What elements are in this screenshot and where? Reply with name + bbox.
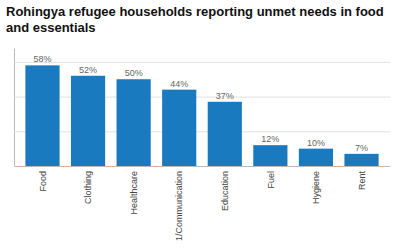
data-label: 10% <box>307 138 325 148</box>
data-labels: 58% 52% 50% 44% 37% 12% 10% 7% <box>33 54 368 152</box>
x-tick: 1/Communication <box>174 171 184 241</box>
x-tick: Rent <box>357 171 367 191</box>
x-tick: Education <box>220 171 230 211</box>
y-axis-line <box>14 49 15 167</box>
grid-line <box>14 62 390 63</box>
x-axis: Food Clothing Healthcare 1/Communication Edu… <box>15 167 391 242</box>
bar <box>344 154 378 166</box>
data-label: 44% <box>170 79 188 89</box>
plot: Food Clothing Healthcare 1/Communication Edu… <box>14 49 391 242</box>
y-tick <box>14 62 390 63</box>
y-axis <box>14 49 390 167</box>
x-tick-label: Clothing <box>83 171 93 204</box>
data-label: 50% <box>125 68 143 78</box>
bars <box>25 65 378 166</box>
data-label: 58% <box>33 54 51 64</box>
x-tick: Fuel <box>266 171 276 189</box>
y-tick <box>14 131 390 132</box>
grid-line <box>14 97 390 98</box>
data-label: 52% <box>79 65 97 75</box>
title: Rohingya refugee households reporting un… <box>6 4 384 35</box>
x-tick-label: Education <box>220 171 230 211</box>
grid-line <box>14 131 390 132</box>
data-label: 7% <box>355 143 368 153</box>
bar <box>208 102 242 166</box>
title-line: Rohingya refugee households reporting un… <box>6 4 384 19</box>
title-line: and essentials <box>6 20 96 35</box>
y-tick <box>14 97 390 98</box>
bar <box>162 90 196 166</box>
bar <box>253 145 287 166</box>
x-tick-label: Food <box>38 171 48 192</box>
bar <box>117 79 151 166</box>
bar <box>299 149 333 166</box>
x-tick: Clothing <box>83 171 93 204</box>
data-label: 12% <box>261 134 279 144</box>
x-axis-line <box>15 166 391 167</box>
x-tick: Hygiene <box>311 171 321 204</box>
x-tick-label: Hygiene <box>311 171 321 204</box>
bar <box>71 76 105 166</box>
x-tick: Healthcare <box>129 171 139 215</box>
x-tick: Food <box>38 171 48 192</box>
x-tick-label: Rent <box>357 171 367 191</box>
x-tick-label: 1/Communication <box>174 171 184 241</box>
bar <box>25 65 59 166</box>
x-tick-label: Fuel <box>266 171 276 189</box>
data-label: 37% <box>216 91 234 101</box>
x-tick-label: Healthcare <box>129 171 139 215</box>
chart: Rohingya refugee households reporting un… <box>0 0 400 250</box>
